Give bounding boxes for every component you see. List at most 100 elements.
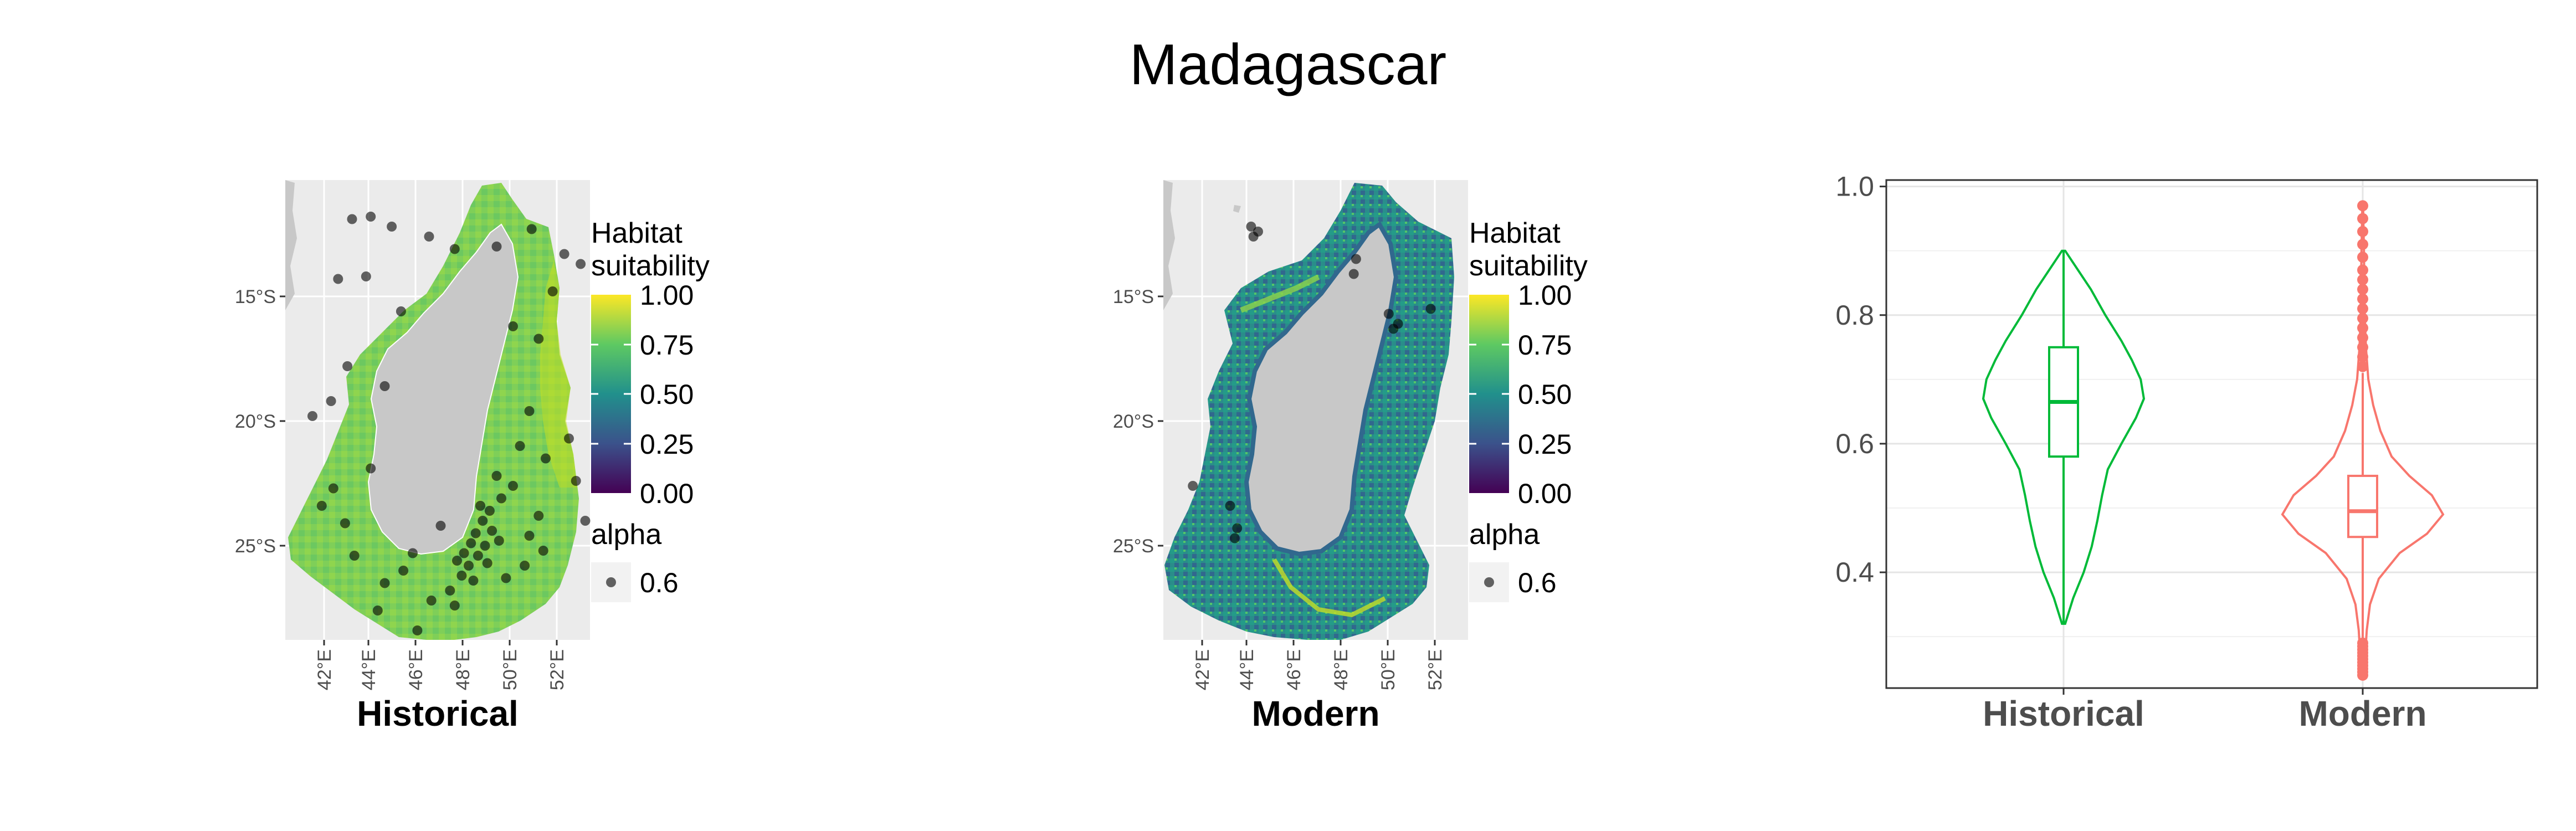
occurrence-point bbox=[533, 511, 544, 521]
occurrence-points bbox=[1188, 222, 1436, 543]
africa-coast bbox=[1163, 180, 1175, 310]
x-tick-label: 46°E bbox=[406, 649, 427, 690]
legend-title: suitability bbox=[1469, 250, 1588, 282]
occurrence-point bbox=[449, 601, 460, 611]
legend-tick-label: 0.75 bbox=[640, 330, 694, 361]
x-tick-label: Historical bbox=[1983, 694, 2144, 733]
occurrence-point bbox=[494, 536, 504, 546]
alpha-legend-label: 0.6 bbox=[640, 567, 679, 598]
outlier-point bbox=[2357, 361, 2368, 372]
historical-map-panel: 15°S 20°S 25°S 42°E 44°E 46°E 48°E 50°E … bbox=[235, 180, 710, 733]
outlier-point bbox=[2357, 213, 2368, 224]
occurrence-point bbox=[361, 271, 371, 281]
occurrence-point bbox=[316, 501, 327, 511]
occurrence-point bbox=[379, 381, 390, 391]
occurrence-point bbox=[475, 501, 486, 511]
outlier-point bbox=[2357, 332, 2368, 343]
legend-title: Habitat bbox=[1469, 217, 1561, 249]
y-tick-labels: 15°S 20°S 25°S bbox=[235, 286, 276, 557]
occurrence-point bbox=[1425, 304, 1436, 314]
occurrence-point bbox=[445, 586, 455, 596]
y-tick-label: 0.6 bbox=[1835, 428, 1874, 459]
occurrence-point bbox=[480, 541, 490, 551]
occurrence-point bbox=[464, 561, 474, 571]
madagascar-landmass bbox=[367, 223, 519, 555]
occurrence-point bbox=[515, 441, 525, 451]
legend: Habitat suitability 1.00 0.75 0.50 0.25 … bbox=[591, 217, 710, 602]
occurrence-point bbox=[1248, 232, 1259, 242]
x-tick-label: 44°E bbox=[358, 649, 379, 690]
occurrence-points bbox=[307, 212, 591, 635]
outlier-point bbox=[2357, 637, 2368, 649]
occurrence-point bbox=[1388, 324, 1399, 334]
x-tick-label: 46°E bbox=[1284, 649, 1305, 690]
violin-marks bbox=[1982, 200, 2445, 681]
madagascar-landmass bbox=[1244, 221, 1399, 557]
outlier-point bbox=[2357, 351, 2368, 363]
occurrence-point bbox=[484, 506, 495, 516]
occurrence-point bbox=[580, 516, 591, 526]
occurrence-point bbox=[478, 516, 488, 526]
legend-tick-label: 0.00 bbox=[640, 478, 694, 509]
occurrence-point bbox=[1383, 309, 1394, 319]
x-tick-label: 48°E bbox=[453, 649, 474, 690]
occurrence-point bbox=[1232, 523, 1243, 534]
x-tick-labels: 42°E 44°E 46°E 48°E 50°E 52°E bbox=[1192, 649, 1446, 690]
occurrence-point bbox=[559, 249, 569, 259]
occurrence-point bbox=[1348, 269, 1359, 279]
occurrence-point bbox=[340, 518, 350, 529]
occurrence-point bbox=[342, 361, 353, 371]
occurrence-point bbox=[412, 625, 423, 635]
occurrence-point bbox=[372, 606, 383, 615]
legend: Habitat suitability 1.00 0.75 0.50 0.25 … bbox=[1469, 217, 1588, 602]
x-tick-label: 48°E bbox=[1331, 649, 1352, 690]
occurrence-point bbox=[473, 551, 483, 561]
alpha-key-point bbox=[606, 577, 616, 587]
violin-outline bbox=[1982, 249, 2146, 625]
occurrence-point bbox=[524, 406, 535, 416]
outlier-point bbox=[2357, 312, 2368, 324]
y-axis: 0.4 0.6 0.8 1.0 bbox=[1835, 171, 1886, 588]
occurrence-point bbox=[366, 212, 376, 222]
occurrence-point bbox=[408, 548, 418, 558]
x-tick-label: 52°E bbox=[547, 649, 568, 690]
occurrence-point bbox=[491, 471, 502, 481]
occurrence-point bbox=[491, 242, 502, 252]
occurrence-point bbox=[538, 546, 548, 556]
outlier-point bbox=[2357, 200, 2368, 212]
occurrence-point bbox=[541, 453, 551, 464]
legend-tick-label: 1.00 bbox=[1518, 280, 1572, 311]
axis-ticks bbox=[1158, 295, 1436, 645]
legend-tick-label: 0.75 bbox=[1518, 330, 1572, 361]
africa-coast bbox=[285, 180, 297, 310]
y-tick-label: 0.8 bbox=[1835, 300, 1874, 331]
occurrence-point bbox=[328, 483, 338, 494]
x-tick-label: 42°E bbox=[1192, 649, 1213, 690]
occurrence-point bbox=[468, 576, 479, 586]
occurrence-point bbox=[456, 571, 467, 581]
occurrence-point bbox=[1246, 222, 1256, 232]
occurrence-point bbox=[347, 214, 357, 224]
x-tick-label: 52°E bbox=[1425, 649, 1446, 690]
occurrence-point bbox=[482, 558, 492, 568]
occurrence-point bbox=[487, 526, 497, 536]
occurrence-point bbox=[1225, 501, 1235, 511]
y-tick-labels: 15°S 20°S 25°S bbox=[1113, 286, 1154, 557]
occurrence-point bbox=[459, 548, 469, 558]
occurrence-point bbox=[508, 481, 518, 491]
plot-border bbox=[1885, 179, 2538, 689]
outlier-point bbox=[2357, 274, 2368, 285]
legend-tick-label: 1.00 bbox=[640, 280, 694, 311]
coastal-bright-band bbox=[1240, 274, 1320, 313]
y-tick-label: 20°S bbox=[1113, 411, 1154, 432]
occurrence-point bbox=[349, 551, 360, 561]
alpha-key-point bbox=[1484, 577, 1494, 587]
x-axis-title: Modern bbox=[1251, 694, 1379, 733]
alpha-legend-label: 0.6 bbox=[1518, 567, 1557, 598]
y-tick-label: 1.0 bbox=[1835, 171, 1874, 202]
x-tick-label: Modern bbox=[2298, 694, 2426, 733]
legend-tick-label: 0.25 bbox=[640, 429, 694, 460]
outlier-point bbox=[2357, 252, 2368, 263]
occurrence-point bbox=[571, 476, 581, 486]
